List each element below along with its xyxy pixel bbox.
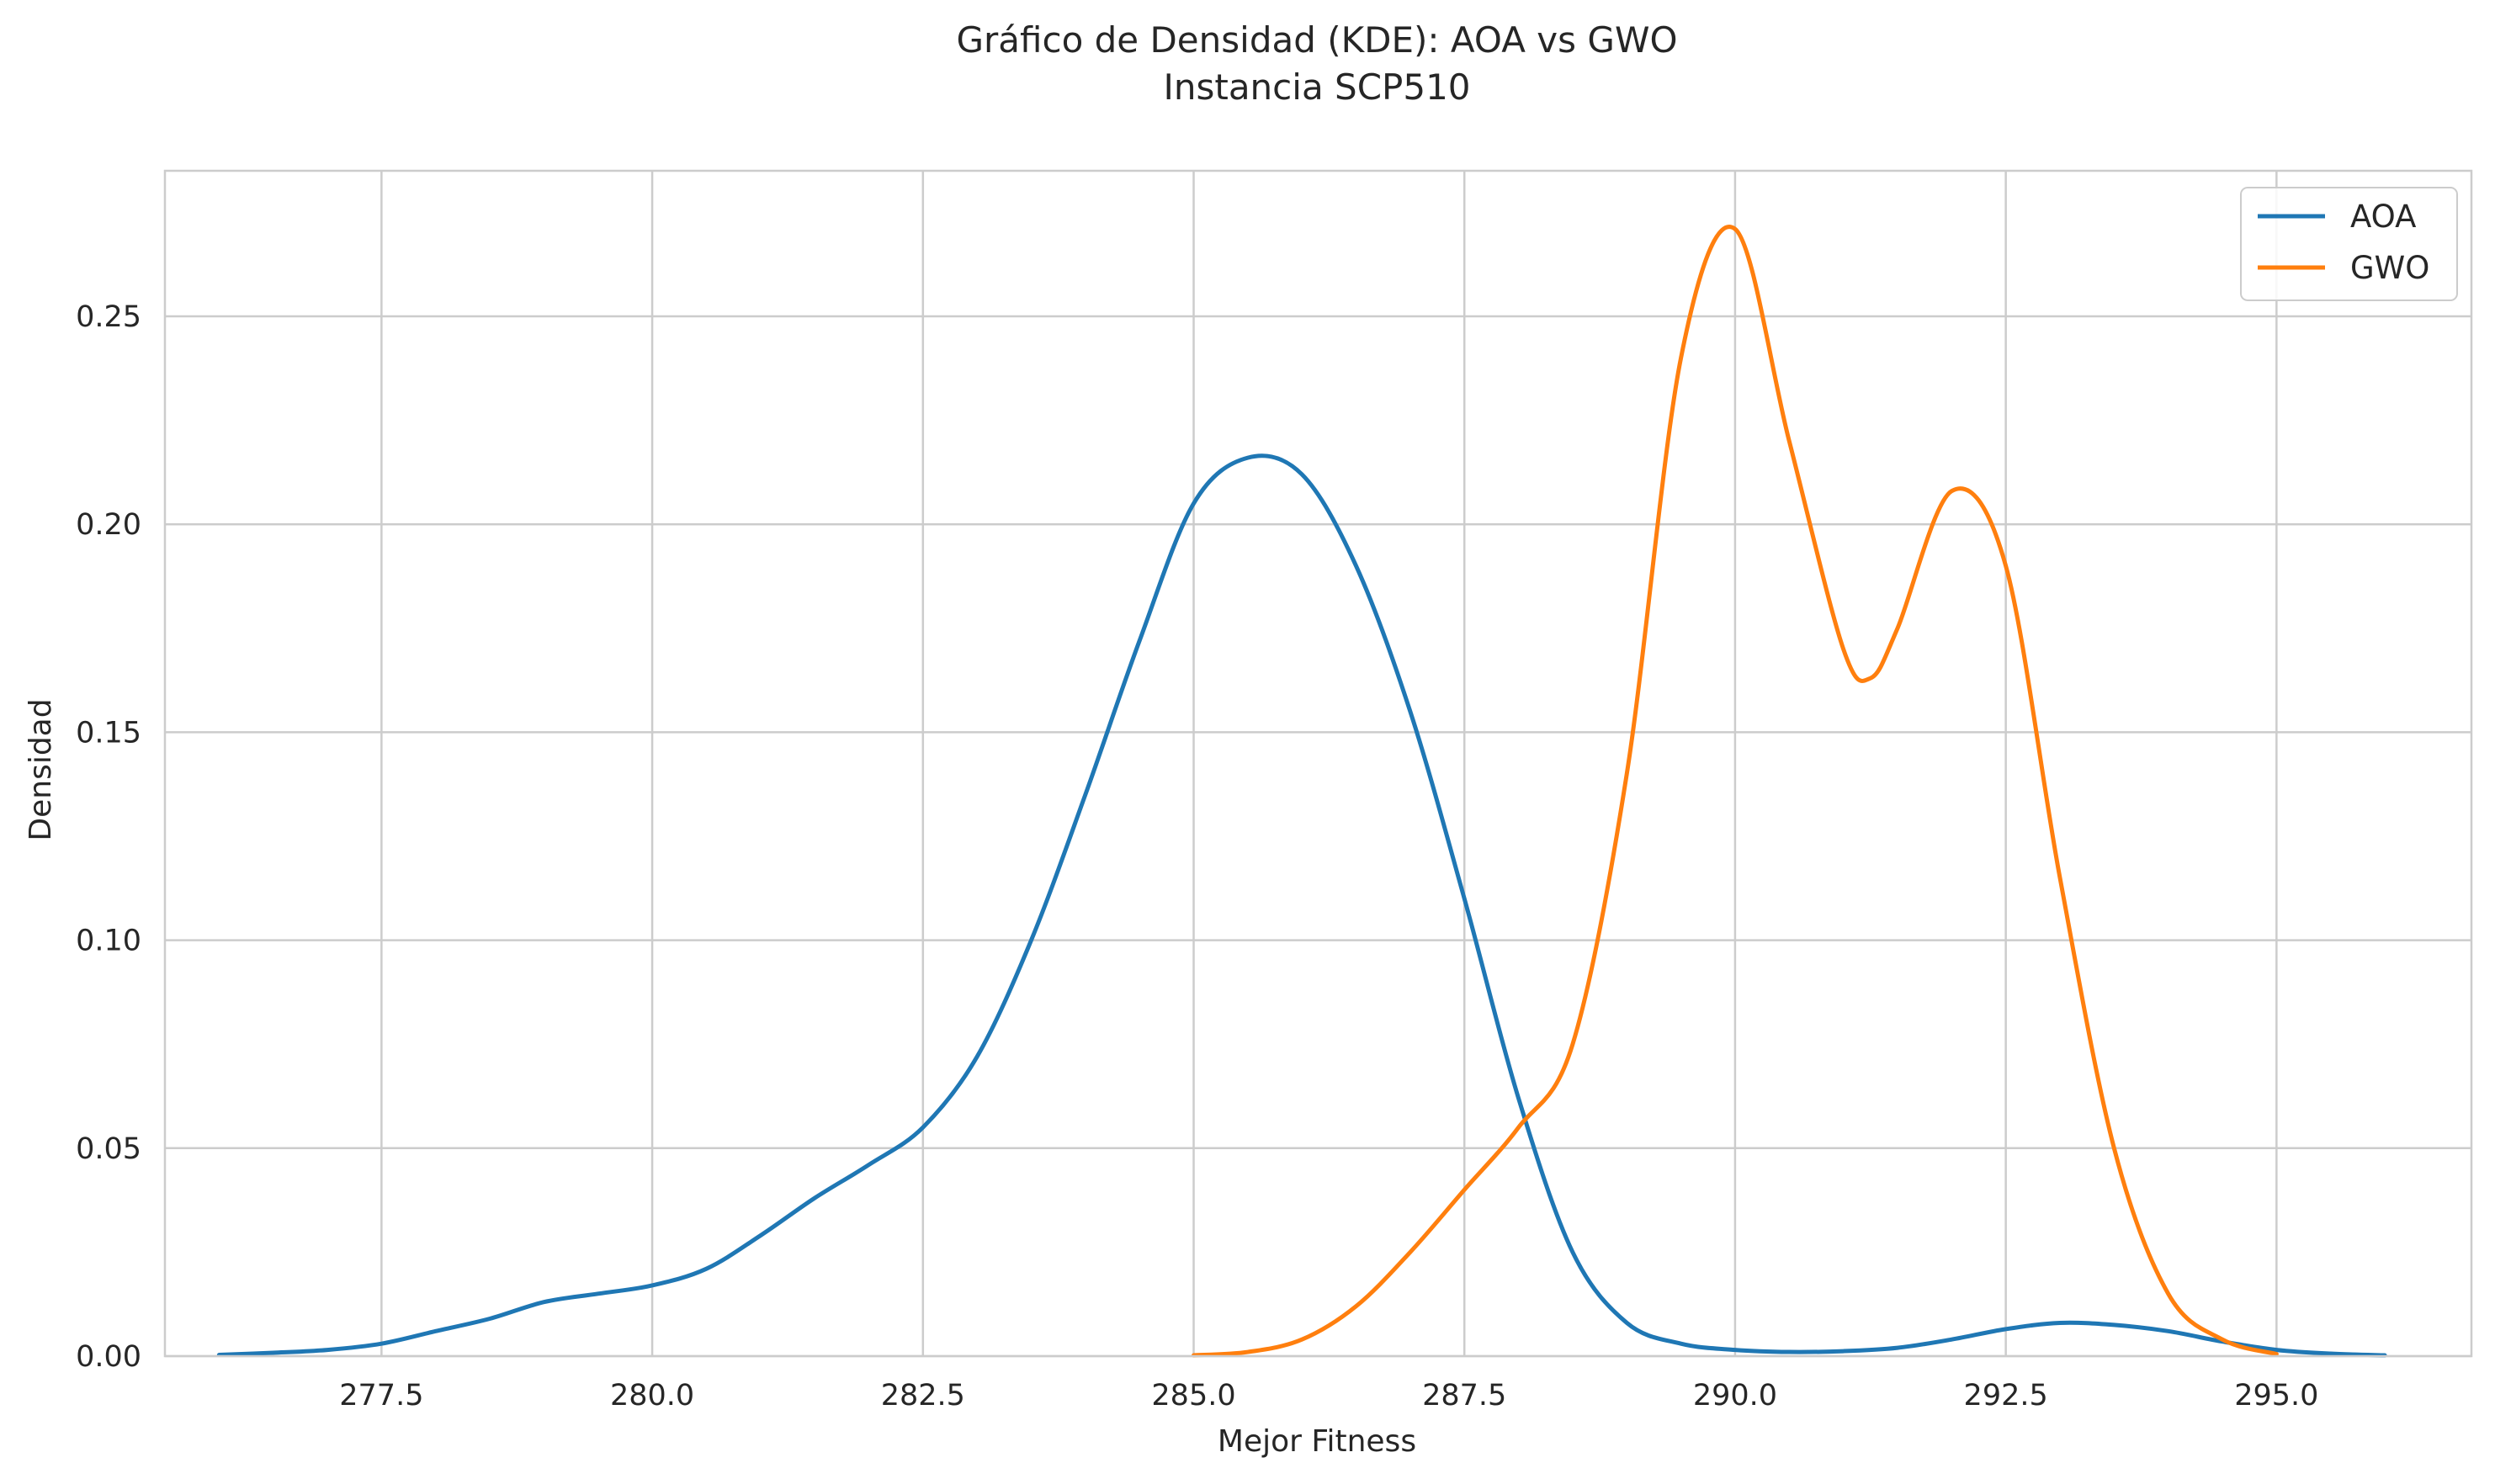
x-tick-label: 295.0 (2234, 1379, 2318, 1412)
tick-labels: 277.5 280.0 282.5 285.0 287.5 290.0 292.5 295.0… (76, 300, 2318, 1412)
series-line-aoa (216, 453, 2387, 1358)
y-tick-label: 0.25 (76, 300, 141, 334)
series-curves (216, 225, 2387, 1358)
x-tick-label: 287.5 (1422, 1379, 1506, 1412)
x-tick-label: 292.5 (1964, 1379, 2048, 1412)
series-line-gwo (1192, 225, 2279, 1358)
y-tick-label: 0.05 (76, 1132, 141, 1166)
y-tick-label: 0.10 (76, 925, 141, 958)
plot-frame (163, 169, 2473, 1358)
x-tick-label: 277.5 (339, 1379, 423, 1412)
chart-title: Gráfico de Densidad (KDE): AOA vs GWO (956, 19, 1677, 61)
y-tick-label: 0.20 (76, 508, 141, 542)
grid (165, 171, 2471, 1358)
x-tick-label: 285.0 (1151, 1379, 1235, 1412)
y-tick-label: 0.00 (76, 1340, 141, 1374)
chart-subtitle: Instancia SCP510 (1163, 66, 1470, 108)
y-axis-label: Densidad (24, 698, 58, 840)
x-tick-label: 282.5 (881, 1379, 965, 1412)
x-tick-label: 290.0 (1693, 1379, 1777, 1412)
x-tick-label: 280.0 (610, 1379, 694, 1412)
x-axis-label: Mejor Fitness (1218, 1424, 1416, 1459)
legend: AOA GWO (2240, 187, 2458, 301)
legend-label-aoa: AOA (2350, 199, 2416, 235)
y-tick-label: 0.15 (76, 716, 141, 750)
legend-label-gwo: GWO (2350, 250, 2429, 286)
